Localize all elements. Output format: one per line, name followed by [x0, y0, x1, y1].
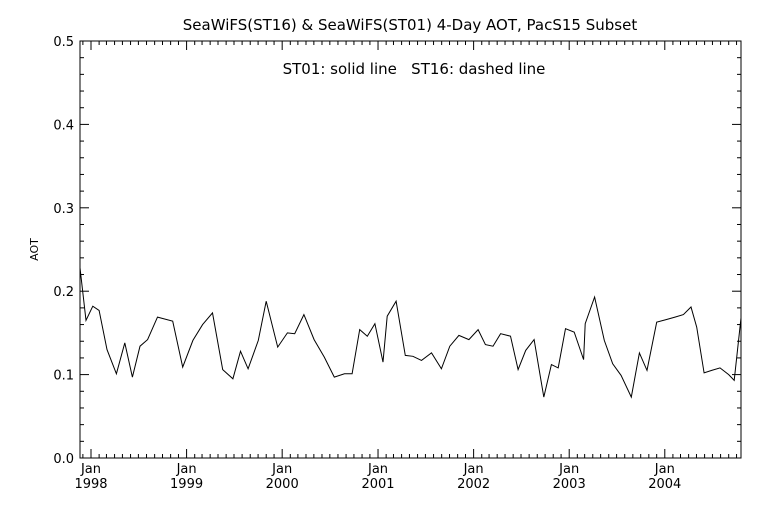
x-tick-year-label: 2004: [648, 477, 681, 492]
plot-frame: [79, 40, 742, 459]
series-line-st01: [79, 267, 742, 399]
x-tick-month-label: Jan: [80, 462, 101, 477]
series-lines: [79, 267, 742, 399]
chart-title: SeaWiFS(ST16) & SeaWiFS(ST01) 4-Day AOT,…: [183, 16, 638, 34]
y-tick-label: 0.0: [53, 452, 74, 467]
x-tick-year-label: 1998: [74, 477, 107, 492]
x-tick-year-label: 2002: [457, 477, 490, 492]
x-tick-year-label: 2001: [361, 477, 394, 492]
x-tick-year-label: 1999: [170, 477, 203, 492]
y-tick-label: 0.5: [53, 35, 74, 50]
y-tick-label: 0.3: [53, 202, 74, 217]
x-tick-month-label: Jan: [463, 462, 484, 477]
y-tick-label: 0.2: [53, 285, 74, 300]
x-axis: Jan1998Jan1999Jan2000Jan2001Jan2002Jan20…: [74, 41, 738, 492]
x-tick-month-label: Jan: [367, 462, 388, 477]
y-tick-label: 0.4: [53, 118, 74, 133]
x-tick-month-label: Jan: [654, 462, 675, 477]
x-tick-year-label: 2000: [266, 477, 299, 492]
y-axis-label: AOT: [28, 238, 41, 261]
y-axis: 0.0 0.1 0.2 0.3 0.4 0.5: [53, 35, 741, 467]
y-tick-label: 0.1: [53, 369, 74, 384]
x-tick-year-label: 2003: [553, 477, 586, 492]
x-tick-month-label: Jan: [271, 462, 292, 477]
x-tick-month-label: Jan: [176, 462, 197, 477]
line-style-annotation: ST01: solid line ST16: dashed line: [283, 60, 546, 78]
x-tick-month-label: Jan: [558, 462, 579, 477]
